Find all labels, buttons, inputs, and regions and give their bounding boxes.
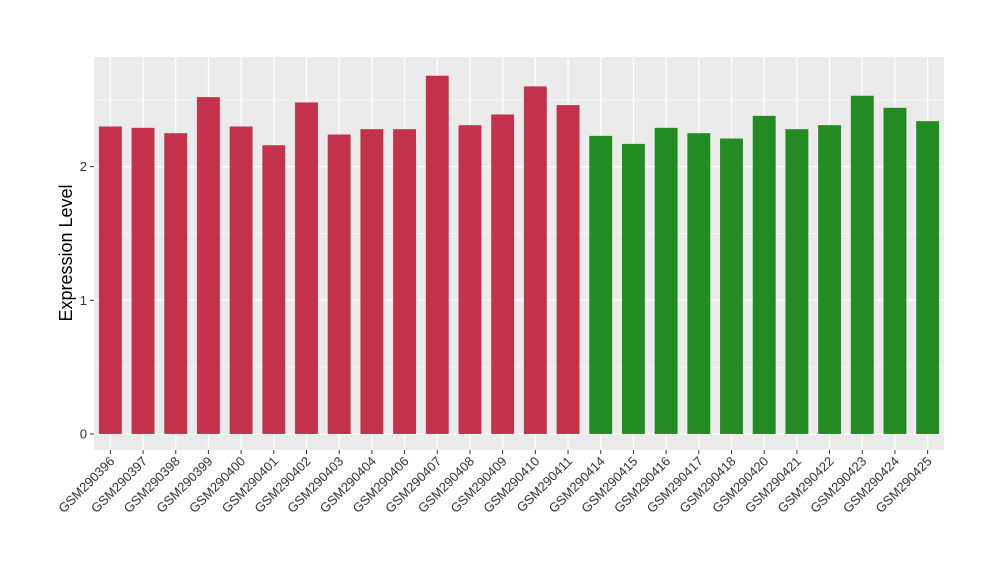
bar-GSM290423	[850, 95, 874, 434]
y-tick-label: 2	[80, 159, 87, 174]
bar-GSM290410	[523, 86, 547, 434]
plot-panel	[94, 57, 944, 450]
bar-GSM290408	[458, 125, 482, 434]
bar-GSM290397	[131, 127, 155, 434]
bar-GSM290404	[360, 129, 384, 434]
y-tick-label: 1	[80, 293, 87, 308]
bar-GSM290416	[654, 127, 678, 434]
bar-GSM290409	[491, 114, 515, 434]
x-axis: GSM290396GSM290397GSM290398GSM290399GSM2…	[55, 450, 935, 516]
bar-GSM290414	[589, 135, 613, 434]
bar-GSM290402	[295, 102, 318, 434]
bar-GSM290421	[785, 129, 809, 434]
y-axis: 0 1 2	[80, 159, 94, 441]
bar-GSM290415	[621, 143, 645, 434]
bar-GSM290399	[196, 97, 220, 434]
bar-GSM290406	[393, 129, 417, 434]
y-axis-title: Expression Level	[56, 184, 76, 321]
bar-GSM290424	[883, 107, 907, 434]
bar-GSM290422	[818, 125, 842, 434]
bar-GSM290401	[262, 145, 286, 434]
bar-GSM290418	[720, 138, 743, 434]
bar-GSM290398	[164, 133, 188, 434]
y-tick-label: 0	[80, 426, 87, 441]
bar-GSM290396	[98, 126, 122, 434]
bar-GSM290420	[752, 115, 776, 434]
bar-GSM290407	[425, 75, 449, 434]
bar-GSM290417	[687, 133, 711, 434]
bar-GSM290403	[327, 134, 351, 434]
bar-GSM290400	[229, 126, 253, 434]
bar-GSM290411	[556, 105, 580, 434]
bars	[98, 75, 940, 434]
bar-GSM290425	[916, 121, 940, 434]
